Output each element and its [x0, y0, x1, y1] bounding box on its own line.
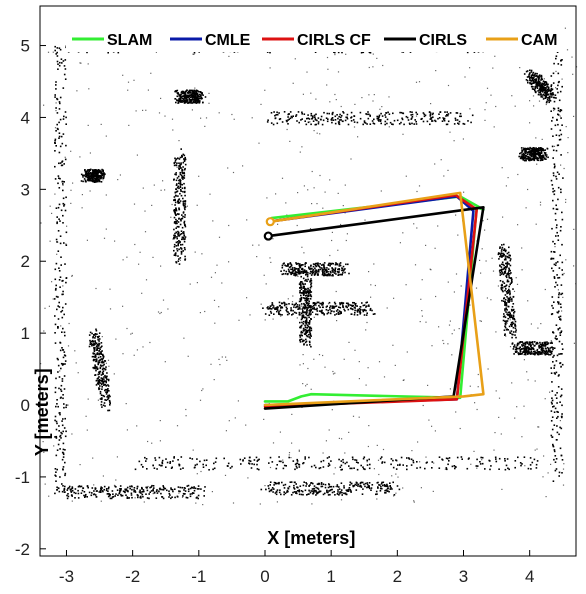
y-tick-label: 3: [21, 180, 30, 199]
y-tick-label: 4: [21, 108, 30, 127]
legend-label: CIRLS: [419, 32, 467, 49]
start-markers: [263, 217, 275, 241]
series-line-cirls: [263, 206, 485, 410]
y-tick-label: 5: [21, 37, 30, 56]
legend: SLAM CMLE CIRLS CF CIRLS CAM: [66, 26, 564, 52]
legend-label: CMLE: [205, 32, 251, 49]
occupancy-map: [40, 27, 578, 506]
x-tick-label: -3: [59, 567, 74, 586]
series-line-cmle: [263, 195, 475, 407]
y-tick-label: -1: [15, 468, 30, 487]
y-tick-label: 1: [21, 324, 30, 343]
plot-frame: [39, 5, 577, 557]
series-line-slam: [263, 195, 485, 403]
series-line-cirls-cf: [263, 193, 479, 408]
x-axis-label: X [meters]: [267, 528, 355, 548]
x-tick-label: 0: [260, 567, 269, 586]
legend-label: CIRLS CF: [297, 32, 371, 49]
y-tick-label: 0: [21, 396, 30, 415]
y-tick-label: 2: [21, 252, 30, 271]
x-tick-label: -1: [191, 567, 206, 586]
legend-label: SLAM: [107, 32, 152, 49]
x-tick-label: 1: [326, 567, 335, 586]
start-marker-cirls: [263, 231, 273, 241]
y-axis-label: Y [meters]: [32, 368, 52, 456]
x-tick-label: 4: [525, 567, 534, 586]
x-tick-label: -2: [125, 567, 140, 586]
trajectory-series: [263, 191, 485, 410]
legend-label: CAM: [521, 32, 557, 49]
axis-ticks: -3 -2 -1 0 1 2 3 4 -2 -1 0 1 2 3 4 5: [15, 37, 535, 586]
x-tick-label: 2: [393, 567, 402, 586]
x-tick-label: 3: [459, 567, 468, 586]
series-line-cam: [263, 191, 485, 407]
y-tick-label: -2: [15, 540, 30, 559]
start-marker-cam: [265, 217, 275, 227]
